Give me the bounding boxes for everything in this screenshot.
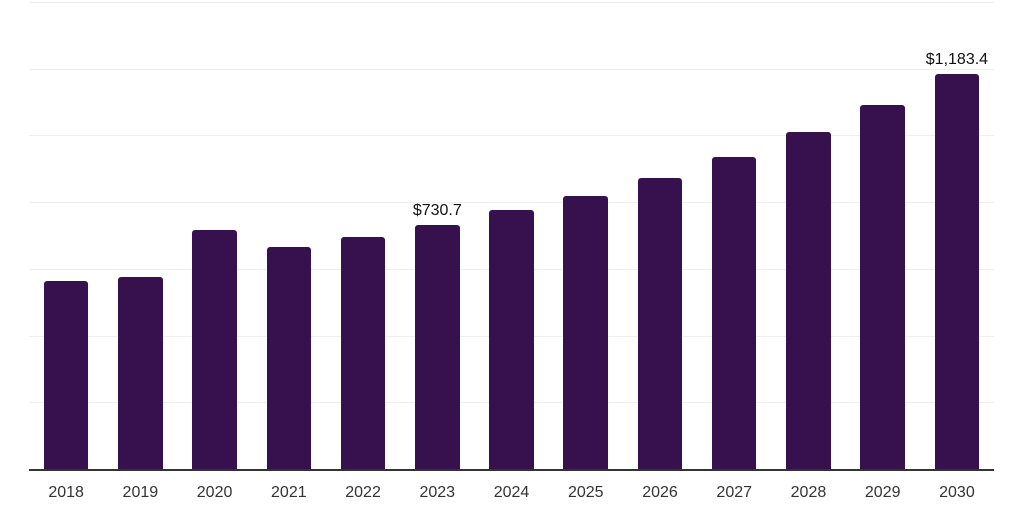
bar-2027 (711, 156, 757, 469)
bar-value-label-2023: $730.7 (412, 202, 462, 220)
bar-2030 (934, 74, 980, 469)
x-axis-tick-label-2027: 2027 (716, 484, 753, 501)
bar-2018 (43, 280, 89, 469)
bar-2029 (860, 105, 905, 469)
bar-2028 (786, 132, 831, 469)
x-axis-tick-label-2024: 2024 (493, 484, 530, 501)
bar-column-2027 (697, 2, 771, 469)
x-axis-line (29, 469, 994, 471)
x-axis-tick-label-2026: 2026 (642, 484, 678, 501)
bar-column-2030: $1,183.4 (920, 2, 994, 469)
bar-column-2023: $730.7 (400, 2, 474, 469)
bar-column-2020 (177, 2, 251, 469)
x-axis-tick-label-2030: 2030 (939, 484, 975, 501)
gridline (29, 2, 994, 3)
bar-2025 (563, 196, 609, 469)
bar-column-2024 (474, 2, 548, 469)
bar-column-2018 (29, 2, 103, 469)
bar-column-2026 (623, 2, 697, 469)
gridline (29, 68, 994, 70)
x-axis-tick-label-2023: 2023 (419, 484, 456, 501)
bar-2023 (415, 225, 460, 469)
x-axis-tick-label-2025: 2025 (567, 484, 604, 501)
bar-2022 (340, 236, 386, 469)
bar-columns: $730.7 $1,183.4 (29, 2, 994, 469)
x-axis-tick-label-2021: 2021 (271, 484, 307, 501)
bar-column-2022 (326, 2, 400, 469)
bar-2021 (266, 247, 312, 469)
gridline (29, 135, 994, 137)
x-axis-tick-labels: 2018 2019 2020 2021 2022 2023 2024 2025 2026 2027… (29, 484, 994, 502)
x-axis-tick-label-2022: 2022 (345, 484, 381, 501)
x-axis-tick-label-2019: 2019 (122, 484, 159, 501)
bar-2020 (192, 229, 237, 469)
bar-value-label-2030: $1,183.4 (925, 51, 989, 69)
bar-2019 (118, 276, 163, 469)
bar-2026 (637, 177, 683, 469)
bar-2024 (489, 209, 534, 469)
bar-column-2028 (771, 2, 845, 469)
x-axis-tick-label-2029: 2029 (864, 484, 901, 501)
bar-column-2019 (103, 2, 177, 469)
gridline (29, 202, 994, 204)
bar-column-2025 (549, 2, 623, 469)
x-axis-tick-label-2028: 2028 (790, 484, 827, 501)
plot-area: $730.7 $1,183.4 (29, 2, 994, 469)
bar-column-2029 (846, 2, 920, 469)
x-axis-tick-label-2020: 2020 (196, 484, 233, 501)
bar-column-2021 (252, 2, 326, 469)
x-axis-tick-label-2018: 2018 (48, 484, 84, 501)
